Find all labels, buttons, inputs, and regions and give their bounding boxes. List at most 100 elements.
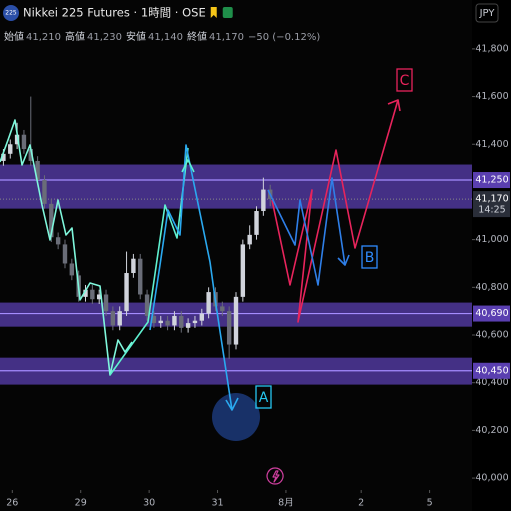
arrow-head xyxy=(337,254,350,266)
zone-price-label: 40,690 xyxy=(475,308,508,319)
candle-body xyxy=(96,294,102,300)
annotation-box xyxy=(396,68,413,92)
currency-button[interactable] xyxy=(475,3,499,23)
arrow-head xyxy=(225,397,239,411)
candle-body xyxy=(131,258,136,274)
candle-body xyxy=(8,144,13,154)
x-tick-label: 31 xyxy=(211,498,223,509)
y-tick-label: 40,600 xyxy=(475,330,508,341)
candle-body xyxy=(1,153,6,161)
price-axis xyxy=(472,0,511,511)
symbol-icon xyxy=(3,5,19,21)
candle-body xyxy=(144,294,150,316)
candle-body xyxy=(55,237,61,245)
candle-body xyxy=(117,311,122,326)
candle-body xyxy=(179,315,184,328)
projection-line xyxy=(271,99,399,323)
countdown-label: 14:25 xyxy=(478,205,505,216)
x-tick-label: 29 xyxy=(75,498,87,509)
annotation-label: B xyxy=(365,250,375,266)
symbol-icon-text: 225 xyxy=(5,10,17,17)
x-tick-label: 30 xyxy=(143,498,155,509)
ohlc-label: 安値 xyxy=(126,30,146,43)
candle-body xyxy=(49,203,54,238)
event-icon xyxy=(266,467,284,485)
ohlc-change: −50 (−0.12%) xyxy=(248,32,320,43)
status-icon xyxy=(222,7,233,18)
candle-body xyxy=(206,292,211,314)
y-tick-label: 41,000 xyxy=(475,234,508,245)
annotations: A B C xyxy=(255,68,413,409)
wave-line xyxy=(109,147,189,376)
annotation-label: A xyxy=(259,390,269,406)
zone-price-box xyxy=(473,362,510,379)
candle-body xyxy=(110,311,116,326)
candle-body xyxy=(21,134,27,150)
candle-body xyxy=(62,244,68,264)
zone-price-label: 41,250 xyxy=(475,175,508,186)
y-tick-label: 41,600 xyxy=(475,91,508,102)
ohlc-value: 41,140 xyxy=(148,32,183,43)
zone-price-label: 40,450 xyxy=(475,365,508,376)
candle-body xyxy=(247,234,252,245)
ohlc-label: 高値 xyxy=(65,30,85,43)
zone xyxy=(0,164,472,209)
candle-body xyxy=(240,244,246,297)
x-tick-label: 8月 xyxy=(278,498,294,509)
annotation-box xyxy=(361,245,378,269)
currency[interactable]: JPY xyxy=(479,8,496,19)
candle-body xyxy=(199,313,204,321)
bookmark-icon xyxy=(210,7,217,18)
candle-body xyxy=(254,211,259,235)
candle-body xyxy=(28,149,33,161)
candle-body xyxy=(192,320,198,324)
y-tick-label: 40,800 xyxy=(475,282,508,293)
y-tick-label: 40,000 xyxy=(475,473,508,484)
candle-body xyxy=(90,289,95,300)
zone-price-box xyxy=(473,172,510,189)
candle-body xyxy=(185,323,191,328)
y-tick-label: 40,200 xyxy=(475,425,508,436)
candle-body xyxy=(35,160,40,181)
candle-body xyxy=(124,273,129,312)
last-price-label: 41,170 xyxy=(475,194,508,205)
wave-line xyxy=(149,144,233,411)
x-tick-label: 5 xyxy=(427,498,433,509)
annotation-label: C xyxy=(400,73,410,89)
arrow-head xyxy=(181,159,195,173)
candle-body xyxy=(261,189,266,212)
y-tick-label: 41,400 xyxy=(475,139,508,150)
x-tick-label: 26 xyxy=(6,498,18,509)
candle-body xyxy=(42,180,47,204)
ohlc-value: 41,170 xyxy=(209,32,244,43)
candle-body xyxy=(158,320,163,324)
candle-body xyxy=(14,134,20,145)
candle-body xyxy=(220,306,225,312)
ohlc-value: 41,210 xyxy=(26,32,61,43)
candle-body xyxy=(233,296,239,345)
wave-line xyxy=(0,119,133,376)
projection-line xyxy=(267,177,346,286)
title: Nikkei 225 Futures · 1時間 · OSE xyxy=(23,6,206,20)
x-tick-label: 2 xyxy=(358,498,364,509)
annotation-box xyxy=(255,385,272,409)
candle-body xyxy=(69,263,75,276)
ohlc-label: 始値 xyxy=(4,30,24,43)
candle-body xyxy=(151,315,157,324)
last-price-box xyxy=(473,191,510,218)
ohlc-value: 41,230 xyxy=(87,32,122,43)
candle-body xyxy=(165,320,170,326)
ohlc-label: 終値 xyxy=(187,30,207,43)
y-tick-label: 41,800 xyxy=(475,43,508,54)
arrow-head xyxy=(387,99,401,112)
candle-body xyxy=(103,294,109,312)
candle-body xyxy=(138,258,143,295)
candle-body xyxy=(226,311,232,345)
axes: 40,000 40,200 40,400 40,600 40,800 41,000 41,4… xyxy=(6,43,510,509)
target-circle xyxy=(212,393,260,441)
ohlc-row: 始値 41,210 高値 41,230 安値 41,140 終値 41,170 −50 (−0.… xyxy=(4,30,320,43)
drawings xyxy=(0,99,401,485)
candle-body xyxy=(83,289,88,297)
